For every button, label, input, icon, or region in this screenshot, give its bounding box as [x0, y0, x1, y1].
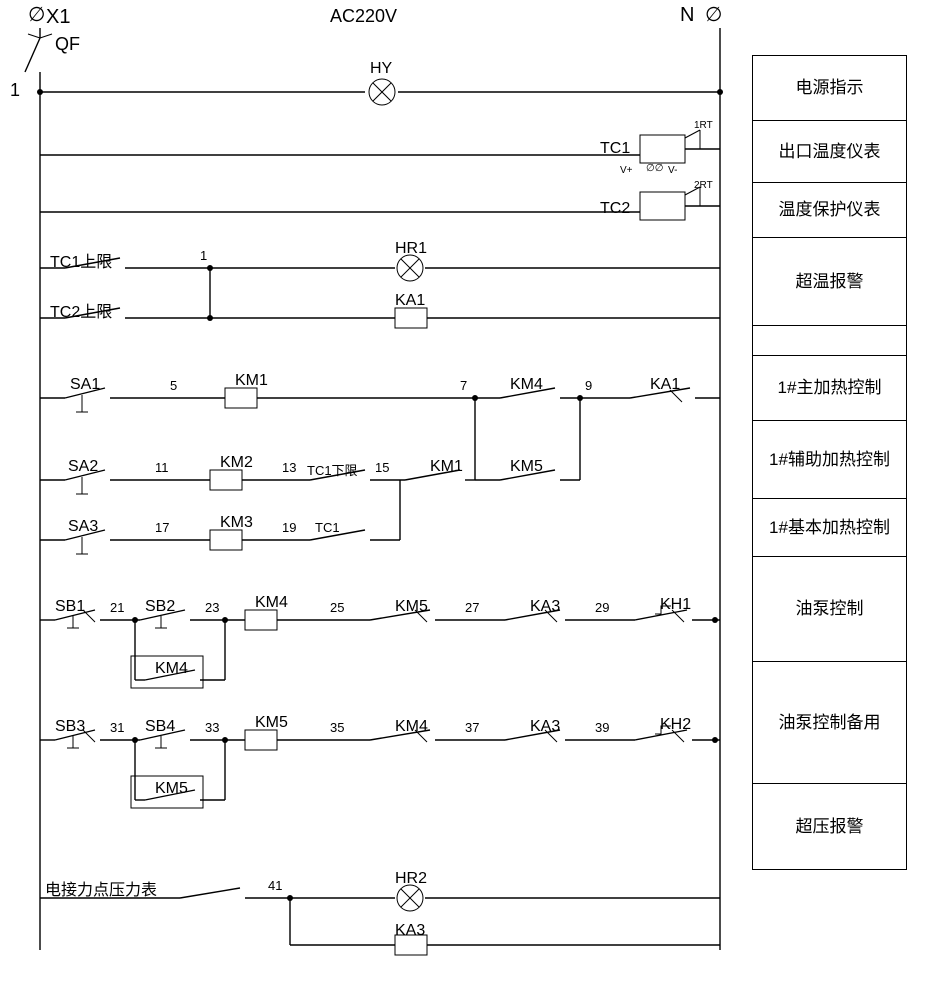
legend-row-8: 油泵控制	[753, 557, 906, 662]
tc2-upper-contact	[40, 308, 210, 318]
legend-row-2: 温度保护仪表	[753, 183, 906, 238]
legend-row-0: 电源指示	[753, 56, 906, 121]
legend-row-3: 超温报警	[753, 238, 906, 326]
legend-row-10: 超压报警	[753, 784, 906, 869]
legend-panel: 电源指示出口温度仪表温度保护仪表超温报警 1#主加热控制1#辅助加热控制1#基本加…	[752, 55, 907, 870]
legend-row-5: 1#主加热控制	[753, 356, 906, 421]
legend-row-6: 1#辅助加热控制	[753, 421, 906, 499]
legend-row-9: 油泵控制备用	[753, 662, 906, 784]
legend-row-1: 出口温度仪表	[753, 121, 906, 183]
legend-row-7: 1#基本加热控制	[753, 499, 906, 557]
legend-row-4	[753, 326, 906, 356]
tc1-upper-contact	[40, 258, 210, 268]
